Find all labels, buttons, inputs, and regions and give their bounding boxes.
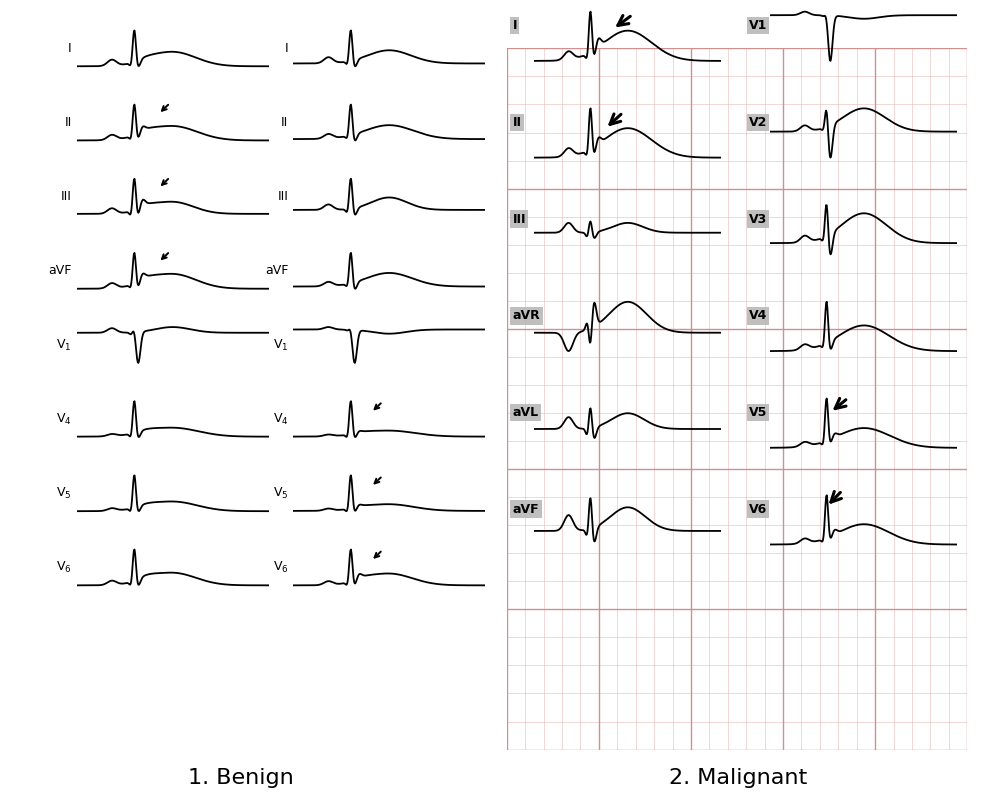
Text: I: I: [284, 42, 288, 55]
Text: III: III: [277, 190, 288, 203]
Text: aVF: aVF: [513, 503, 539, 516]
Text: 2. Malignant: 2. Malignant: [669, 768, 807, 788]
Text: I: I: [513, 19, 518, 32]
Text: V6: V6: [749, 503, 768, 516]
Text: aVF: aVF: [48, 264, 72, 277]
Text: aVR: aVR: [513, 310, 540, 322]
Text: III: III: [513, 213, 526, 226]
Text: aVF: aVF: [265, 264, 288, 277]
Text: V5: V5: [749, 406, 768, 419]
Text: II: II: [65, 116, 72, 129]
Text: V$_1$: V$_1$: [273, 338, 288, 352]
Text: aVL: aVL: [513, 406, 539, 419]
Text: II: II: [281, 116, 288, 129]
Text: III: III: [61, 190, 72, 203]
Text: V2: V2: [749, 116, 768, 129]
Text: V3: V3: [749, 213, 768, 226]
Text: 1. Benign: 1. Benign: [188, 768, 294, 788]
Text: V$_6$: V$_6$: [273, 560, 288, 575]
Text: V1: V1: [749, 19, 768, 32]
Text: II: II: [513, 116, 522, 129]
Text: V$_5$: V$_5$: [273, 486, 288, 501]
Text: V$_6$: V$_6$: [56, 560, 72, 575]
Text: V$_5$: V$_5$: [56, 486, 72, 501]
Text: V4: V4: [749, 310, 768, 322]
Text: V$_4$: V$_4$: [273, 412, 288, 426]
Text: V$_4$: V$_4$: [56, 412, 72, 426]
Text: I: I: [68, 42, 72, 55]
Text: V$_1$: V$_1$: [56, 338, 72, 352]
